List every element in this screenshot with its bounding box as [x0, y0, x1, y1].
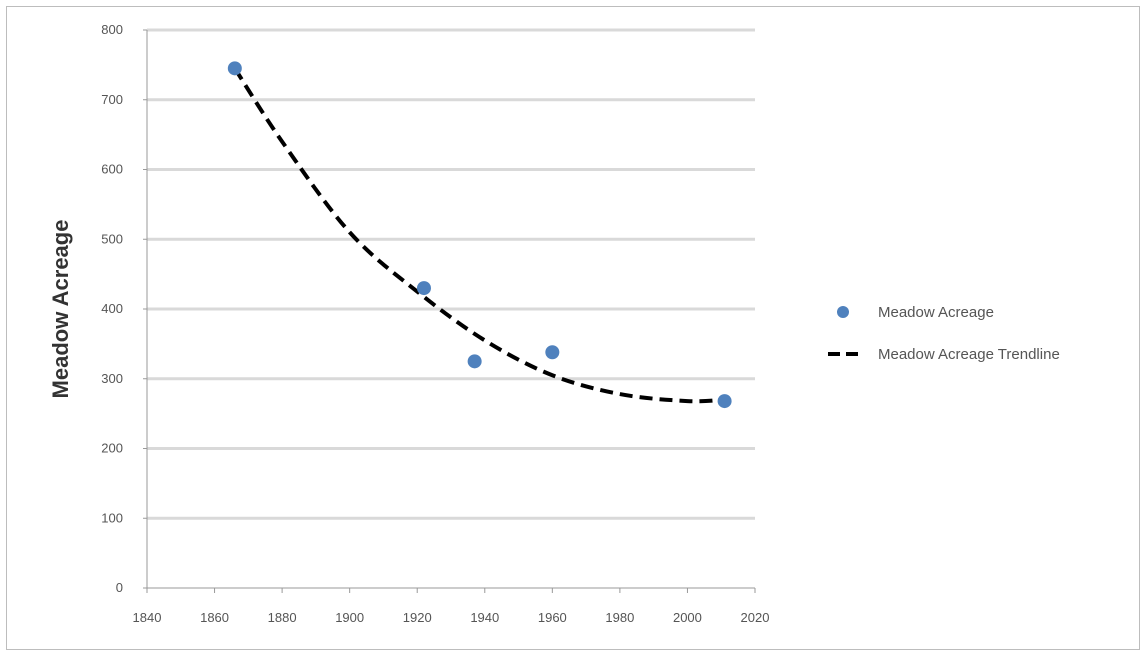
- legend-label-points: Meadow Acreage: [878, 304, 994, 321]
- x-tick-label: 1920: [403, 610, 432, 625]
- x-tick-label: 1880: [268, 610, 297, 625]
- x-tick-label: 2020: [741, 610, 770, 625]
- y-tick-label: 600: [101, 162, 123, 177]
- y-axis-label: Meadow Acreage: [48, 220, 73, 399]
- scatter-series: [227, 61, 732, 409]
- x-tick-label: 1960: [538, 610, 567, 625]
- x-tick-label: 1980: [605, 610, 634, 625]
- x-tick-label: 1900: [335, 610, 364, 625]
- legend: Meadow Acreage Meadow Acreage Trendline: [828, 304, 1060, 363]
- y-tick-label: 100: [101, 510, 123, 525]
- y-tick-label: 0: [116, 580, 123, 595]
- data-point: [467, 354, 482, 369]
- x-tick-label: 2000: [673, 610, 702, 625]
- data-point: [717, 394, 732, 409]
- legend-marker-points: [837, 306, 849, 318]
- y-tick-label: 800: [101, 22, 123, 37]
- trendline-path: [233, 67, 725, 404]
- y-tick-label: 300: [101, 371, 123, 386]
- x-tick-labels: 1840 1860 1880 1900 1920 1940 1960 1980 2000 2020: [133, 588, 770, 625]
- y-tick-label: 400: [101, 301, 123, 316]
- y-tick-label: 500: [101, 231, 123, 246]
- data-point: [416, 281, 431, 296]
- data-point: [545, 345, 560, 360]
- y-tick-label: 200: [101, 441, 123, 456]
- chart-frame: [6, 6, 1140, 650]
- x-tick-label: 1840: [133, 610, 162, 625]
- y-tick-label: 700: [101, 92, 123, 107]
- y-tick-labels: 0 100 200 300 400 500 600 700 800: [101, 22, 147, 595]
- gridlines: [147, 28, 755, 520]
- data-point: [227, 61, 242, 76]
- x-tick-label: 1860: [200, 610, 229, 625]
- legend-label-trendline: Meadow Acreage Trendline: [878, 346, 1060, 363]
- x-tick-label: 1940: [470, 610, 499, 625]
- trendline-series: [233, 67, 725, 404]
